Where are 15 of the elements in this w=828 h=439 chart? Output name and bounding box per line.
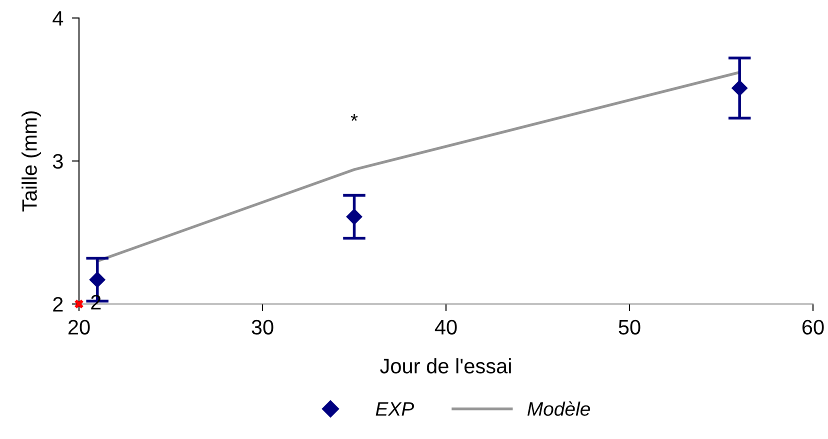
- x-tick-label: 60: [802, 320, 824, 335]
- point: [74, 300, 84, 308]
- data-label: 2: [91, 294, 101, 310]
- legend-label: EXP: [376, 402, 414, 416]
- y-tick-label: 4: [52, 11, 64, 26]
- y-tick-label: 2: [53, 297, 63, 312]
- annotation: *: [350, 114, 358, 121]
- x-tick-label: 40: [434, 320, 457, 335]
- x-tick-label: 30: [252, 320, 274, 335]
- y-tick-label: 3: [52, 154, 63, 169]
- x-axis-title: Jour de l'essai: [380, 358, 511, 374]
- legend-label: Modèle: [528, 401, 590, 416]
- x-tick-label: 20: [68, 320, 90, 335]
- x-tick-label: 50: [618, 320, 640, 335]
- y-axis-title: Taille (mm): [22, 111, 42, 212]
